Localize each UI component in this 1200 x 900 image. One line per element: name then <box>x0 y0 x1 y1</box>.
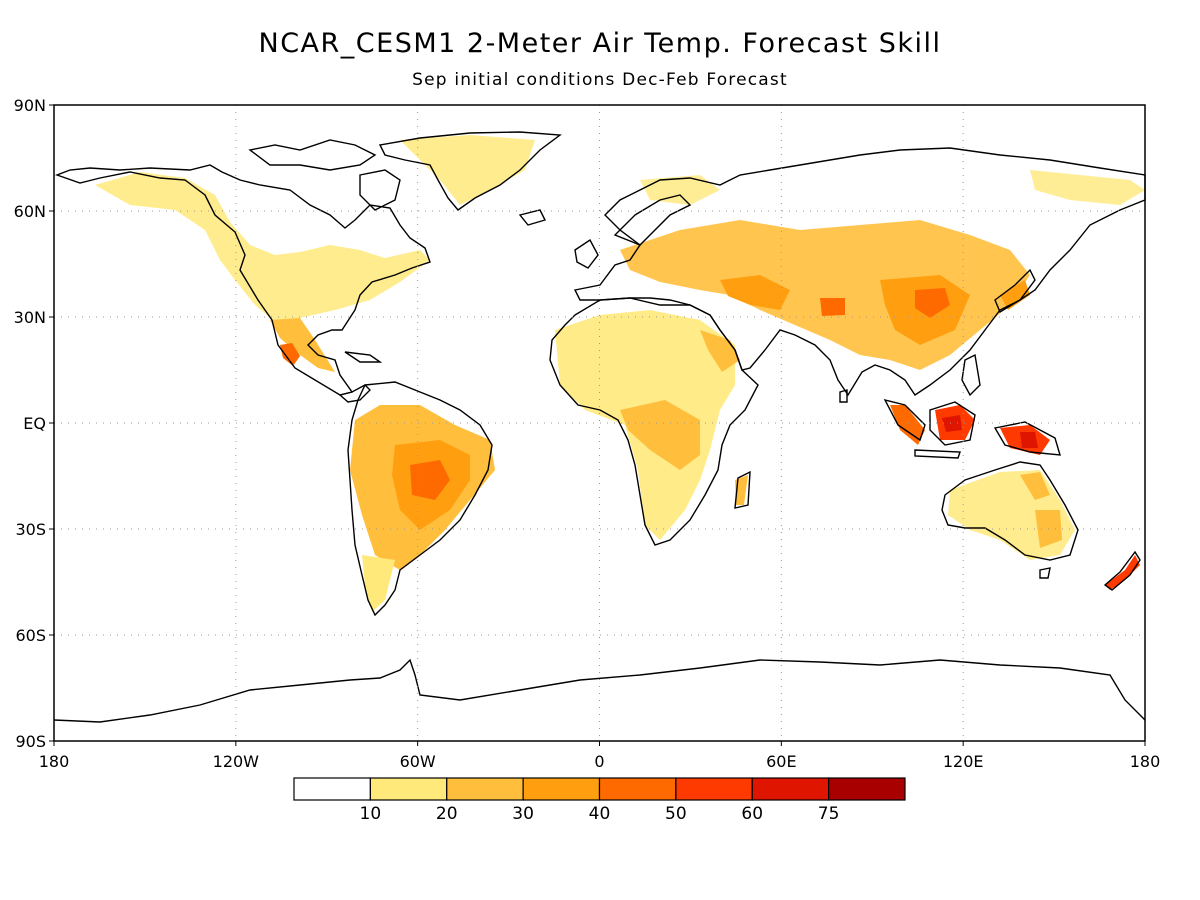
coastline-cuba <box>344 351 383 363</box>
coastline-sumatra <box>883 398 926 442</box>
skill-region-na2 <box>270 318 335 372</box>
lon-label: 180 <box>1130 752 1161 771</box>
map-title: NCAR_CESM1 2-Meter Air Temp. Forecast Sk… <box>258 28 942 59</box>
skill-region-borneo2 <box>942 415 962 432</box>
skill-region-japan <box>1000 280 1030 310</box>
lat-label: 60N <box>14 202 46 221</box>
coastline-north-america <box>54 164 431 396</box>
lon-label: 120W <box>213 752 260 771</box>
skill-region-sumatra <box>890 405 925 445</box>
coastline-scandinavia <box>613 194 692 246</box>
skill-region-china2 <box>915 288 950 318</box>
colorbar-swatch <box>598 777 677 801</box>
map-area <box>53 104 1146 742</box>
colorbar-swatch <box>446 777 524 801</box>
coastline-java <box>914 449 961 459</box>
colorbar-swatch <box>522 777 601 801</box>
coastline-philippines <box>961 353 981 397</box>
coastline-newzealand <box>1103 550 1141 591</box>
colorbar-label: 50 <box>665 804 687 824</box>
skill-region-tibet <box>820 298 845 316</box>
coastline-madagascar <box>734 470 751 509</box>
colorbar-label: 10 <box>360 804 382 824</box>
colorbar-label: 40 <box>589 804 611 824</box>
skill-region-sa3 <box>410 460 450 500</box>
skill-region-africa3 <box>700 330 740 372</box>
lat-label: 30N <box>14 308 46 327</box>
skill-region-africa2 <box>620 400 700 470</box>
lon-label: 180 <box>39 752 70 771</box>
colorbar-label: 60 <box>741 804 763 824</box>
lat-label: 90N <box>14 96 46 115</box>
colorbar-label: 75 <box>818 804 840 824</box>
skill-region-arctic <box>1030 170 1145 205</box>
latitude-axis: 90N 60N 30N EQ 30S 60S 90S <box>14 96 54 751</box>
lat-label: 30S <box>15 520 46 539</box>
colorbar-swatch <box>369 777 448 801</box>
skill-region-na <box>95 172 430 322</box>
colorbar-swatch <box>828 777 906 801</box>
coastline-borneo <box>929 401 976 446</box>
skill-region-siberia <box>640 175 720 205</box>
skill-region-eurasia2 <box>720 275 790 310</box>
lon-label: 120E <box>943 752 984 771</box>
coastline-uk <box>574 238 599 269</box>
colorbar-swatch <box>751 777 830 801</box>
skill-shading <box>95 135 1145 612</box>
longitude-axis: 180 120W 60W 0 60E 120E 180 <box>39 741 1161 771</box>
map-subtitle: Sep initial conditions Dec-Feb Forecast <box>412 70 788 90</box>
colorbar-label: 30 <box>512 804 534 824</box>
skill-region-australia2 <box>1020 472 1050 500</box>
coastline-srilanka <box>839 389 848 403</box>
coastline-arctic-islands <box>248 139 377 171</box>
colorbar: 10 20 30 40 50 60 75 <box>293 777 906 824</box>
colorbar-label: 20 <box>436 804 458 824</box>
lat-label: 60S <box>15 626 46 645</box>
coastline-central-america <box>338 384 371 403</box>
lat-label: 90S <box>15 732 46 751</box>
coastline-antarctica <box>53 658 1146 723</box>
coastline-greenland <box>378 131 562 211</box>
lon-label: 0 <box>594 752 604 771</box>
colorbar-swatch <box>675 777 753 801</box>
lon-label: 60W <box>400 752 436 771</box>
coastline-japan <box>994 268 1036 314</box>
lon-label: 60E <box>766 752 796 771</box>
coastline-australia <box>941 461 1079 561</box>
skill-region-mexico <box>280 343 300 366</box>
coastline-iceland <box>518 209 547 226</box>
coastline-tasmania <box>1039 567 1051 579</box>
skill-region-nz <box>1105 555 1140 590</box>
lat-label: EQ <box>23 414 46 433</box>
skill-region-sa4 <box>362 555 395 612</box>
coastlines <box>53 131 1146 723</box>
colorbar-swatch <box>293 777 371 801</box>
coastline-newguinea <box>993 421 1061 456</box>
skill-region-newguinea2 <box>1020 432 1038 448</box>
skill-region-greenland <box>400 135 535 205</box>
coastline-baffin <box>359 169 401 211</box>
coastline-south-america <box>347 381 493 617</box>
gridlines <box>54 105 1145 741</box>
